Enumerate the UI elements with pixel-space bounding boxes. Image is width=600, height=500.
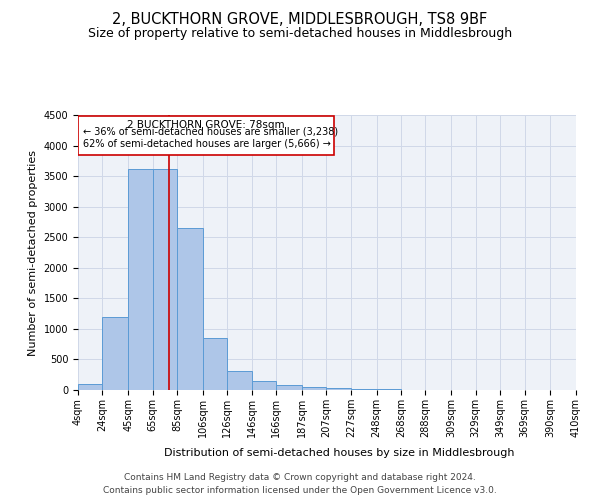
Bar [276,386,302,390]
Y-axis label: Number of semi-detached properties: Number of semi-detached properties [28,150,38,356]
Text: Size of property relative to semi-detached houses in Middlesbrough: Size of property relative to semi-detach… [88,28,512,40]
FancyBboxPatch shape [78,116,334,156]
Bar [203,338,227,390]
Bar [78,384,103,390]
Bar [351,389,377,390]
Text: 62% of semi-detached houses are larger (5,666) →: 62% of semi-detached houses are larger (… [83,140,331,149]
Bar [128,169,152,390]
Bar [177,228,203,390]
Text: 2 BUCKTHORN GROVE: 78sqm: 2 BUCKTHORN GROVE: 78sqm [127,120,284,130]
Bar [152,169,177,390]
Text: Contains HM Land Registry data © Crown copyright and database right 2024.: Contains HM Land Registry data © Crown c… [124,472,476,482]
Bar [326,388,351,390]
Text: Contains public sector information licensed under the Open Government Licence v3: Contains public sector information licen… [103,486,497,495]
Bar [252,381,276,390]
Text: 2, BUCKTHORN GROVE, MIDDLESBROUGH, TS8 9BF: 2, BUCKTHORN GROVE, MIDDLESBROUGH, TS8 9… [112,12,488,28]
Bar [302,386,326,390]
Bar [227,371,252,390]
Text: ← 36% of semi-detached houses are smaller (3,238): ← 36% of semi-detached houses are smalle… [83,126,338,136]
Text: Distribution of semi-detached houses by size in Middlesbrough: Distribution of semi-detached houses by … [164,448,514,458]
Bar [103,316,128,390]
